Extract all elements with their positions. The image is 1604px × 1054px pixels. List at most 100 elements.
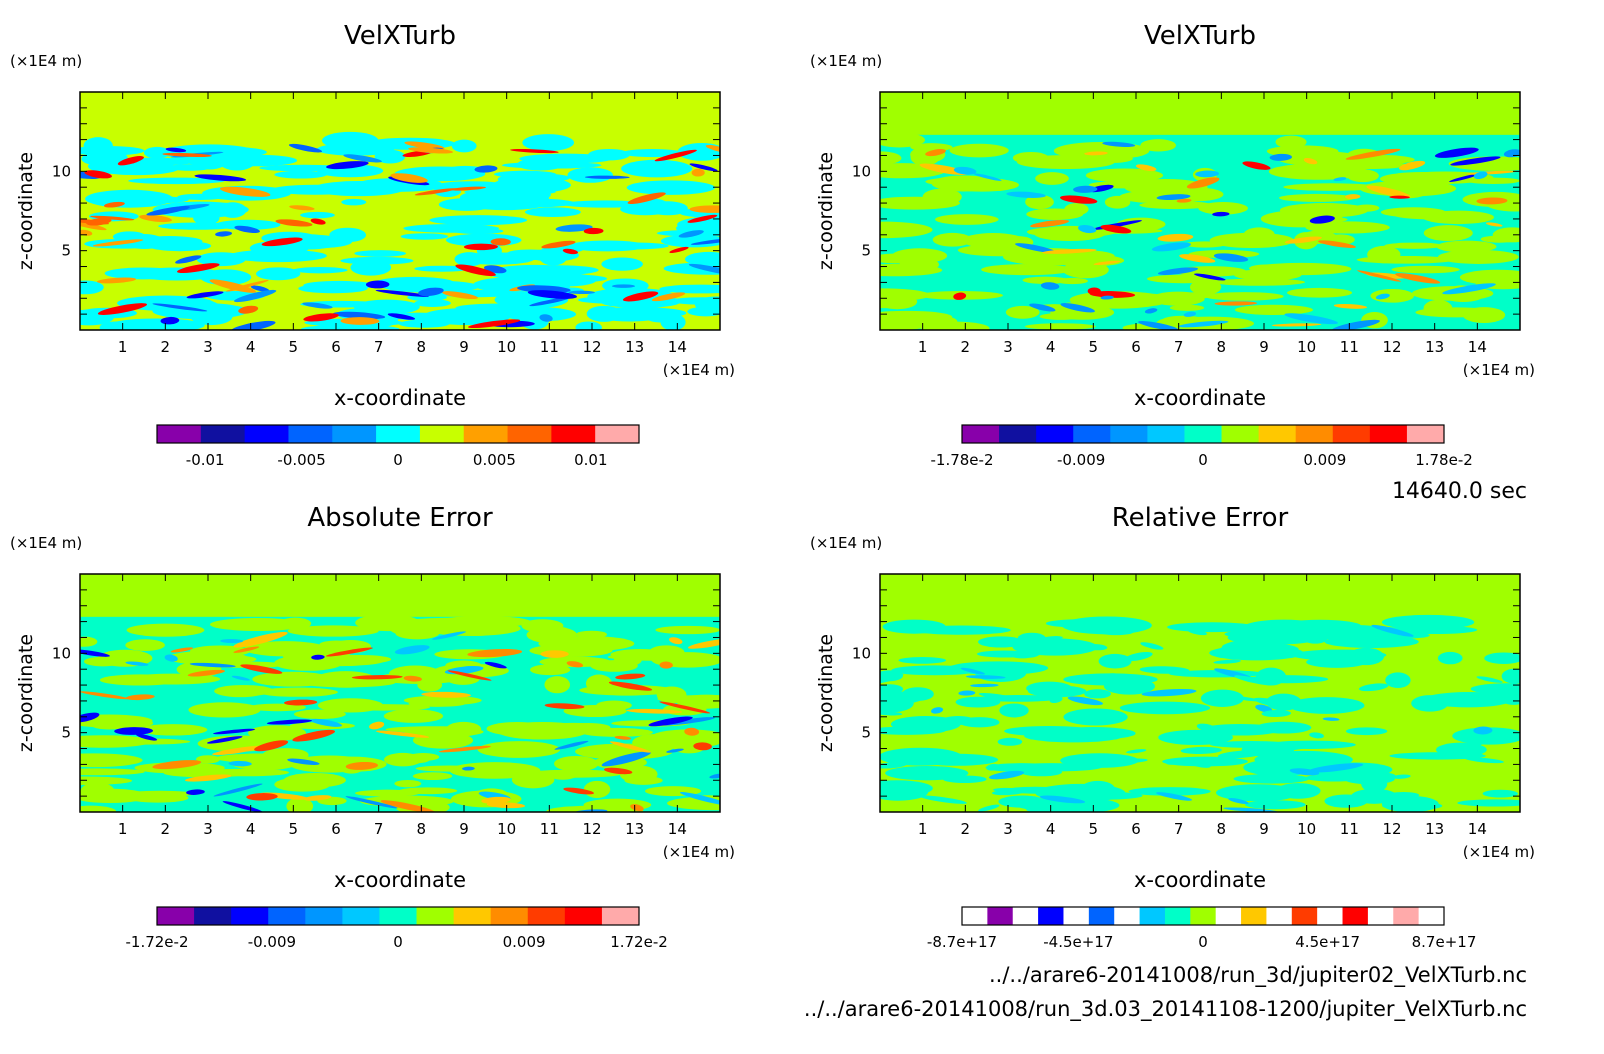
- heatmap-blob: [1016, 155, 1115, 170]
- heatmap-streak: [275, 219, 313, 227]
- colorbar-swatch: [1147, 425, 1185, 443]
- heatmap-blob: [1024, 323, 1096, 330]
- heatmap-streak: [302, 302, 333, 309]
- heatmap-streak: [175, 255, 202, 264]
- heatmap-streak: [688, 263, 720, 276]
- heatmap-streak: [1449, 173, 1479, 182]
- heatmap-blob: [593, 308, 666, 322]
- x-tick-label: 4: [1046, 338, 1056, 356]
- heatmap-streak: [1151, 242, 1192, 252]
- heatmap-blob: [292, 267, 348, 274]
- heatmap-blob: [1019, 803, 1114, 811]
- heatmap-blob: [1140, 139, 1177, 152]
- heatmap-blob: [1128, 787, 1211, 796]
- heatmap-blob: [407, 753, 440, 761]
- colorbar-swatch: [379, 907, 417, 925]
- heatmap-streak: [233, 631, 288, 648]
- heatmap-blob: [687, 306, 720, 317]
- heatmap-blob: [1501, 668, 1520, 684]
- heatmap-streak: [1317, 240, 1357, 248]
- heatmap-blob: [880, 320, 928, 330]
- heatmap-streak: [333, 311, 386, 319]
- heatmap-blob: [880, 310, 953, 323]
- heatmap-streak: [1228, 695, 1263, 702]
- heatmap-top-layer: [80, 92, 720, 135]
- heatmap-streak: [622, 291, 659, 302]
- heatmap-streak: [1078, 224, 1097, 234]
- heatmap-streak: [608, 681, 653, 691]
- heatmap-field: [80, 92, 720, 330]
- heatmap-streak: [187, 669, 226, 677]
- colorbar-swatch: [1110, 425, 1148, 443]
- heatmap-streak: [345, 761, 379, 770]
- heatmap-streak: [261, 237, 303, 247]
- heatmap-streak: [603, 767, 633, 775]
- heatmap-streak: [563, 787, 594, 795]
- heatmap-streak: [1157, 233, 1194, 242]
- heatmap-streak: [1125, 651, 1153, 661]
- heatmap-streak: [1375, 293, 1390, 300]
- colorbar-tick-label: -0.009: [1057, 451, 1105, 469]
- heatmap-blob: [379, 279, 441, 289]
- colorbar-swatch: [1342, 907, 1369, 925]
- colorbar-swatch: [1012, 907, 1039, 925]
- heatmap-blob: [1356, 255, 1455, 264]
- heatmap-streak: [1126, 749, 1147, 754]
- heatmap-blob: [567, 167, 614, 183]
- x-tick-label: 12: [1382, 338, 1401, 356]
- colorbar-frame: [156, 906, 640, 926]
- heatmap-blob: [626, 180, 716, 195]
- x-axis-label: x-coordinate: [334, 868, 466, 892]
- colorbar-frame: [961, 424, 1445, 444]
- colorbar-swatch: [999, 425, 1037, 443]
- x-tick-label: 9: [459, 338, 469, 356]
- heatmap-blob: [885, 766, 969, 781]
- heatmap-blob: [1136, 293, 1167, 306]
- x-tick-label: 9: [1259, 820, 1269, 838]
- heatmap-streak: [1041, 248, 1097, 254]
- heatmap-blob: [1233, 269, 1302, 281]
- heatmap-blob: [388, 618, 430, 636]
- heatmap-blob: [1384, 242, 1444, 249]
- heatmap-streak: [1261, 710, 1292, 718]
- heatmap-blob: [891, 665, 979, 676]
- heatmap-blob: [1216, 784, 1300, 802]
- heatmap-streak: [566, 661, 584, 668]
- heatmap-streak: [1196, 723, 1216, 732]
- colorbar-swatch: [564, 907, 603, 925]
- heatmap-streak: [481, 796, 511, 804]
- heatmap-streak: [432, 631, 467, 640]
- colorbar-swatch: [527, 907, 566, 925]
- colorbar: -8.7e+17 -4.5e+17 0 4.5e+17 8.7e+17: [927, 906, 1476, 951]
- heatmap-blob: [1423, 691, 1513, 708]
- heatmap-streak: [1253, 697, 1296, 709]
- heatmap-blob: [249, 703, 306, 712]
- colorbar-swatch: [200, 425, 246, 443]
- heatmap-blob: [544, 676, 571, 694]
- heatmap-blob: [579, 684, 675, 696]
- heatmap-streak: [160, 316, 180, 325]
- heatmap-streak: [455, 264, 496, 277]
- heatmap-streak: [1345, 148, 1401, 160]
- heatmap-streak: [289, 205, 315, 211]
- colorbar-swatch: [987, 907, 1014, 925]
- heatmap-blob: [294, 709, 346, 719]
- heatmap-streak: [1183, 311, 1197, 317]
- colorbar-swatch: [962, 907, 988, 925]
- heatmap-blob: [1422, 210, 1494, 225]
- colorbar-swatch: [157, 425, 202, 443]
- heatmap-streak: [1242, 161, 1271, 170]
- heatmap-streak: [1333, 177, 1347, 182]
- heatmap-blob: [583, 780, 611, 799]
- heatmap-streak: [365, 280, 390, 289]
- heatmap-streak: [1029, 303, 1056, 312]
- heatmap-blob: [80, 280, 104, 295]
- heatmap-blob: [1391, 265, 1460, 274]
- x-tick-label: 14: [1468, 338, 1487, 356]
- heatmap-blob: [978, 636, 1024, 648]
- heatmap-streak: [288, 143, 323, 153]
- heatmap-blob: [999, 703, 1029, 718]
- y-unit-label: (×1E4 m): [10, 534, 82, 552]
